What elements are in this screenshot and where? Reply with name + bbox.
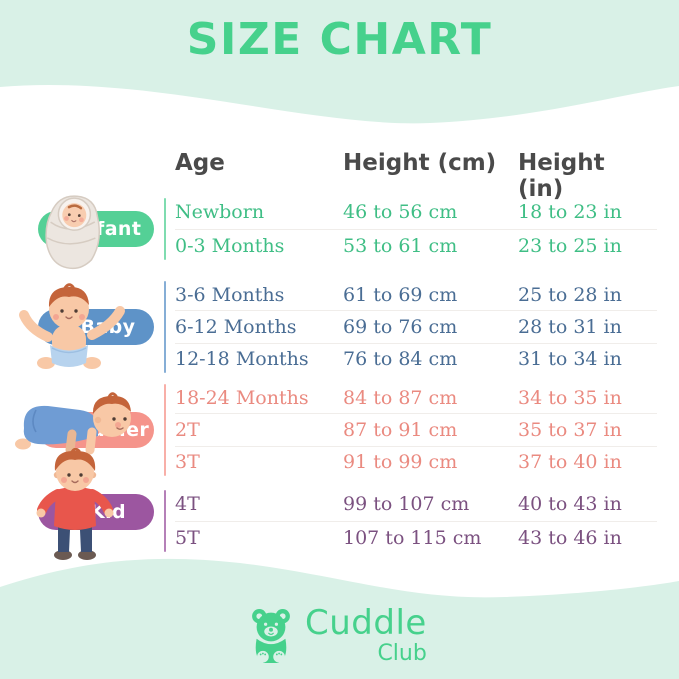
teddy-bear-icon	[252, 609, 290, 663]
height-cm-cell: 99 to 107 cm	[343, 493, 470, 516]
sitting-baby-illustration	[19, 283, 125, 369]
table-row: 0-3 Months 53 to 61 cm 23 to 25 in	[175, 230, 657, 263]
group-accent-line	[164, 198, 166, 260]
table-row: 3-6 Months 61 to 69 cm 25 to 28 in	[175, 279, 657, 312]
column-header-height-cm: Height (cm)	[343, 150, 497, 176]
height-in-cell: 23 to 25 in	[518, 234, 622, 257]
group-accent-line	[164, 384, 166, 476]
height-in-cell: 31 to 34 in	[518, 348, 622, 371]
age-cell: 0-3 Months	[175, 234, 285, 257]
age-cell: 2T	[175, 418, 200, 441]
age-cell: 4T	[175, 493, 200, 516]
table-row: 12-18 Months 76 to 84 cm 31 to 34 in	[175, 344, 657, 375]
age-cell: 5T	[175, 526, 200, 549]
height-cm-cell: 91 to 99 cm	[343, 451, 458, 474]
height-cm-cell: 61 to 69 cm	[343, 283, 458, 306]
column-header-age: Age	[175, 150, 225, 176]
height-cm-cell: 76 to 84 cm	[343, 348, 458, 371]
height-in-cell: 43 to 46 in	[518, 526, 622, 549]
group-accent-line	[164, 281, 166, 373]
height-cm-cell: 84 to 87 cm	[343, 386, 458, 409]
size-group-kid: Kid 4T 99 to 107 cm 40 to 43 in 5T 107 t…	[0, 448, 679, 560]
size-group-infant: Infant Newborn 46 to 56 cm 18 to 23 in 0…	[0, 195, 679, 270]
table-row: 4T 99 to 107 cm 40 to 43 in	[175, 488, 657, 522]
height-in-cell: 37 to 40 in	[518, 451, 622, 474]
age-cell: 3T	[175, 451, 200, 474]
height-in-cell: 28 to 31 in	[518, 315, 622, 338]
brand-subname: Club	[377, 641, 427, 666]
table-row: 6-12 Months 69 to 76 cm 28 to 31 in	[175, 311, 657, 344]
height-cm-cell: 107 to 115 cm	[343, 526, 482, 549]
height-in-cell: 40 to 43 in	[518, 493, 622, 516]
height-in-cell: 34 to 35 in	[518, 386, 622, 409]
size-group-baby: Baby 3-6 Months 61 to 69 cm 25 to 28 in …	[0, 279, 679, 375]
group-accent-line	[164, 490, 166, 552]
height-in-cell: 25 to 28 in	[518, 283, 622, 306]
standing-kid-illustration	[36, 448, 114, 560]
height-cm-cell: 53 to 61 cm	[343, 234, 458, 257]
brand-wordmark: Cuddle Club	[305, 604, 427, 666]
swaddled-infant-illustration	[45, 195, 100, 270]
table-row: 5T 107 to 115 cm 43 to 46 in	[175, 522, 657, 555]
age-cell: 6-12 Months	[175, 315, 297, 338]
height-cm-cell: 46 to 56 cm	[343, 201, 458, 224]
height-in-cell: 18 to 23 in	[518, 201, 622, 224]
height-in-cell: 35 to 37 in	[518, 418, 622, 441]
column-header-height-in: Height (in)	[518, 150, 605, 202]
height-cm-cell: 87 to 91 cm	[343, 418, 458, 441]
table-row: 2T 87 to 91 cm 35 to 37 in	[175, 414, 657, 447]
page-title: SIZE CHART	[186, 14, 493, 65]
age-cell: 3-6 Months	[175, 283, 285, 306]
table-header-row: Age Height (cm) Height (in)	[175, 150, 657, 202]
table-row: Newborn 46 to 56 cm 18 to 23 in	[175, 196, 657, 230]
crawling-toddler-illustration	[15, 392, 131, 455]
table-row: 18-24 Months 84 to 87 cm 34 to 35 in	[175, 382, 657, 415]
table-row: 3T 91 to 99 cm 37 to 40 in	[175, 447, 657, 478]
age-cell: 18-24 Months	[175, 386, 309, 409]
age-cell: 12-18 Months	[175, 348, 309, 371]
age-cell: Newborn	[175, 201, 265, 224]
brand-logo: Cuddle Club	[244, 604, 427, 668]
brand-name: Cuddle	[305, 603, 427, 643]
size-group-toddler: Toddler 18-24 Months 84 to 87 cm 34 to 3…	[0, 382, 679, 478]
height-cm-cell: 69 to 76 cm	[343, 315, 458, 338]
